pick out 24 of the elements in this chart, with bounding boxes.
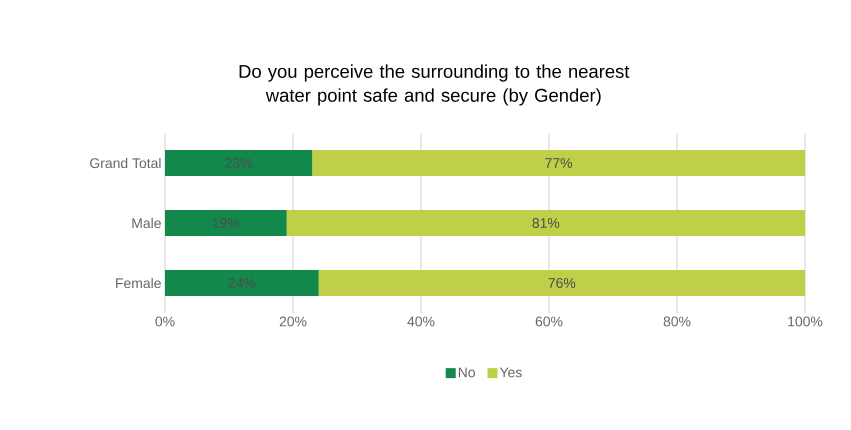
- bar: [318, 270, 806, 296]
- data-label: 23%: [225, 158, 252, 168]
- x-tick-label: 20%: [280, 316, 306, 326]
- bar: [312, 150, 806, 176]
- data-label: 81%: [532, 218, 560, 228]
- x-tick-label: 0%: [155, 316, 175, 326]
- x-tick-label: 80%: [664, 316, 690, 326]
- y-tick-label: Female: [116, 278, 161, 288]
- bar: [165, 150, 312, 176]
- data-label: 24%: [228, 278, 256, 288]
- legend-label: Yes: [500, 368, 522, 378]
- bar: [165, 210, 287, 236]
- y-tick-label: Male: [132, 218, 161, 228]
- x-tick-label: 40%: [407, 316, 434, 326]
- legend-label: No: [458, 368, 475, 378]
- data-label: 76%: [548, 278, 576, 288]
- chart-title: Do you perceive the surrounding to the nearest water point safe and secure (by Gender): [240, 64, 630, 106]
- x-tick-label: 60%: [536, 316, 562, 326]
- y-tick-label: Grand Total: [90, 158, 161, 168]
- bar: [165, 270, 319, 296]
- data-label: 19%: [212, 218, 240, 228]
- bar: [286, 210, 806, 236]
- x-tick-label: 100%: [788, 316, 822, 326]
- data-label: 77%: [545, 158, 572, 168]
